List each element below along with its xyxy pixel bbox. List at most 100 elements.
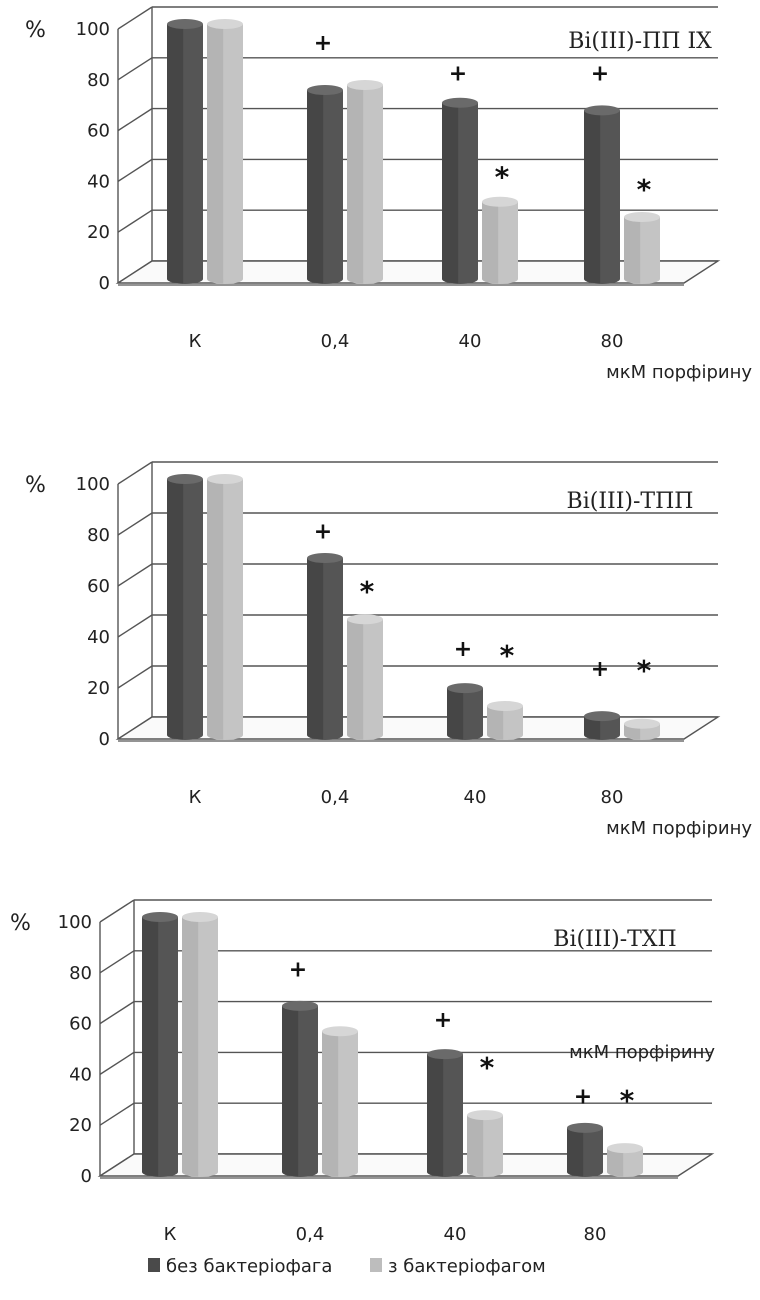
bar-top [167,474,203,484]
y-tick-label: 60 [69,1014,92,1035]
panel-title: Bi(III)-ТХП [553,927,676,952]
bar-shade [307,90,324,284]
bar-without-bacteriophage [282,1000,318,1177]
significance-star-marker: * [360,575,375,608]
significance-plus-marker: + [314,519,332,544]
bar-without-bacteriophage [584,105,620,284]
bar-top [207,19,243,29]
bar-top [322,1026,358,1037]
x-tick-label: 40 [459,331,482,352]
bar-shade [584,110,601,284]
bar-top [182,912,218,922]
bar-shade [307,558,324,740]
bar-without-bacteriophage [584,711,620,740]
x-tick-label: К [164,1224,177,1245]
legend: без бактеріофага з бактеріофагом [148,1256,546,1277]
bar-shade [584,716,601,740]
x-tick-label: 80 [601,787,624,808]
bar-shade [167,24,184,284]
panel-title: Bi(III)-ПП IX [568,29,712,54]
bar-shade [427,1054,444,1177]
bar-shade [182,917,199,1177]
wall-grid-slant [99,899,135,923]
bar-with-bacteriophage [482,196,518,284]
y-tick-label: 60 [87,576,110,597]
x-axis-label: мкМ порфірину [606,818,752,839]
significance-plus-marker: + [454,637,472,662]
bar-shade [322,1031,339,1177]
significance-star-marker: * [620,1084,635,1117]
bar-top [142,912,178,922]
bar-with-bacteriophage [467,1110,503,1177]
bar-top [607,1143,643,1154]
bar-without-bacteriophage [307,553,343,740]
bar-top [467,1110,503,1121]
significance-star-marker: * [495,160,510,193]
x-tick-label: 0,4 [321,331,350,352]
bar-shade [167,479,184,740]
bar-top [624,212,660,223]
bar-shade [207,479,224,740]
wall-grid-slant [99,1001,135,1025]
wall-grid-slant [99,1102,135,1126]
x-tick-label: 0,4 [321,787,350,808]
significance-star-marker: * [637,173,652,206]
bar-without-bacteriophage [307,85,343,284]
wall-grid-slant [117,57,153,81]
bar-without-bacteriophage [427,1049,463,1177]
bar-with-bacteriophage [624,718,660,740]
y-tick-label: 40 [87,627,110,648]
panel-title: Bi(III)-ТПП [567,489,694,514]
bar-with-bacteriophage [607,1143,643,1177]
bar-with-bacteriophage [347,614,383,740]
y-tick-label: 100 [76,474,110,495]
x-tick-label: 40 [444,1224,467,1245]
bar-top [167,19,203,29]
x-tick-label: К [189,787,202,808]
wall-grid-slant [117,512,153,536]
y-tick-label: 20 [69,1115,92,1136]
bar-top [584,105,620,116]
wall-grid-slant [99,1051,135,1075]
bar-shade [487,705,504,740]
y-tick-label: 20 [87,222,110,243]
bar-without-bacteriophage [142,912,178,1177]
y-tick-label: 80 [69,963,92,984]
x-tick-label: 40 [464,787,487,808]
y-tick-label: 0 [99,729,110,750]
chart-panel-3: 0 20 40 60 80 100% Bi(III)-ТХП К 0,4 40 80 + + + * * мкМ… [10,899,715,1245]
bar-top [487,700,523,711]
significance-plus-marker: + [434,1008,452,1033]
legend-swatch [370,1258,382,1272]
chart-panel-2: 0 20 40 60 80 100% Bi(III)-ТПП К 0,4 40 80 + + + * * * мк… [25,461,752,839]
bar-shade [607,1148,624,1177]
bar-with-bacteriophage [182,912,218,1177]
bar-with-bacteriophage [487,700,523,740]
bar-top [347,614,383,625]
bar-top [347,79,383,90]
wall-grid-slant [117,461,153,485]
bar-shade [442,102,459,284]
y-tick-label: 100 [58,912,92,933]
bar-top [207,474,243,484]
significance-plus-marker: + [591,657,609,682]
y-axis-label: % [10,911,31,936]
x-axis-label: мкМ порфірину [569,1042,715,1063]
bar-without-bacteriophage [167,19,203,284]
wall-grid-slant [117,209,153,233]
wall-grid-slant [117,158,153,182]
bar-top [624,718,660,729]
bar-top [447,683,483,694]
x-tick-label: 0,4 [296,1224,325,1245]
x-tick-label: 80 [584,1224,607,1245]
wall-grid-slant [117,665,153,689]
bar-top [584,711,620,722]
significance-plus-marker: + [314,31,332,56]
bar-top [567,1122,603,1133]
y-tick-label: 80 [87,70,110,91]
bar-without-bacteriophage [447,683,483,740]
legend-label: без бактеріофага [166,1256,332,1277]
bar-shade [447,688,464,740]
bar-shade [347,84,364,284]
